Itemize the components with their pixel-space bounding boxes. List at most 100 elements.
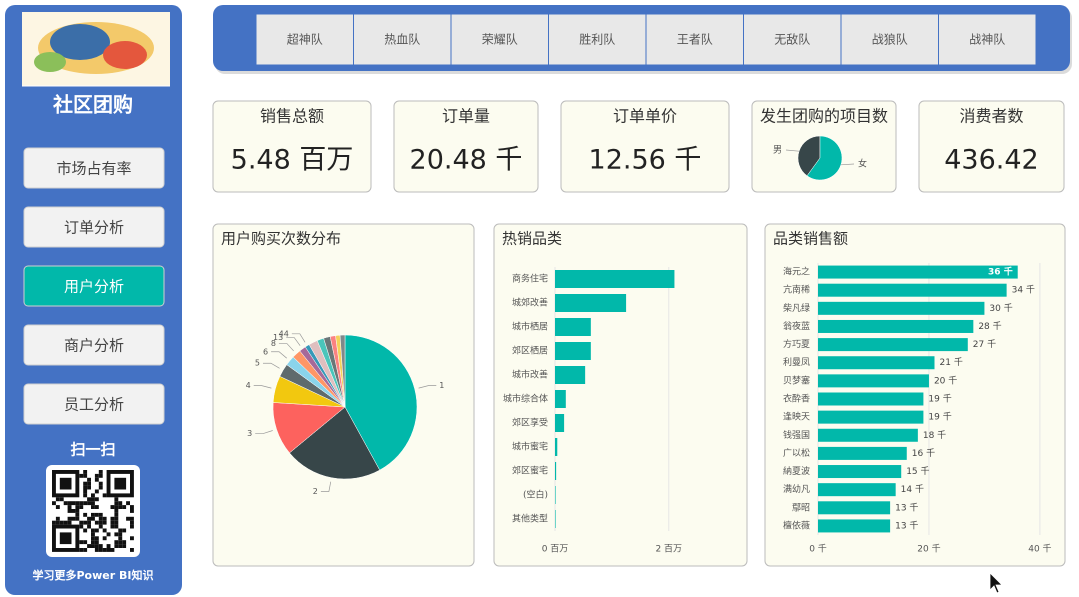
qr-cell (91, 512, 95, 517)
qr-cell (102, 516, 107, 521)
pie-slice (797, 135, 821, 177)
leader-line (320, 481, 332, 492)
data-label: 20 千 (934, 375, 957, 386)
y-tick-label: 方巧夏 (783, 338, 810, 350)
qr-cell (94, 505, 99, 509)
kpi-label: 销售总额 (260, 107, 324, 126)
y-tick-label: 鄢昭 (792, 502, 810, 513)
bar (555, 270, 675, 288)
menu-label: 订单分析 (64, 219, 124, 237)
kpi-value: 5.48 百万 (231, 145, 354, 176)
qr-cell (102, 548, 107, 552)
qr-cell (71, 501, 76, 506)
qr-cell (94, 536, 99, 541)
qr-cell (114, 516, 119, 521)
qr-cell (126, 516, 130, 521)
qr-cell (130, 505, 134, 509)
qr-cell (79, 501, 84, 506)
data-label: 14 千 (901, 484, 924, 495)
chart-title: 用户购买次数分布 (221, 230, 341, 248)
qr-cell (110, 520, 115, 525)
bar (818, 283, 1007, 297)
pie-label: 8 (271, 339, 276, 348)
qr-cell (98, 516, 103, 521)
qr-cell (91, 505, 95, 509)
tab-label: 战狼队 (872, 32, 908, 47)
menu-button[interactable] (23, 383, 165, 425)
y-tick-label: 衣酔香 (783, 393, 810, 405)
qr-cell (130, 548, 134, 552)
kpi-card (393, 100, 539, 193)
qr-cell (79, 540, 84, 545)
tab[interactable] (743, 13, 842, 66)
tab[interactable] (840, 13, 939, 66)
tab[interactable] (255, 13, 354, 66)
qr-cell (55, 505, 60, 509)
data-label: 27 千 (973, 339, 996, 350)
qr-cell (91, 532, 95, 537)
qr-cell (75, 509, 80, 513)
qr-cell (75, 512, 80, 517)
bar (818, 501, 891, 515)
leader-line (262, 362, 280, 369)
qr-cell (91, 516, 95, 521)
qr-cell (67, 501, 72, 506)
qr-cell (71, 516, 76, 521)
qr-cell (79, 520, 84, 525)
data-label: 15 千 (906, 466, 929, 477)
tab[interactable] (938, 13, 1037, 66)
y-tick-label: 商务住宅 (512, 273, 548, 285)
qr-cell (118, 532, 123, 537)
qr-cell (114, 540, 119, 545)
bar (818, 446, 907, 460)
qr-cell (130, 516, 134, 521)
data-label: 30 千 (989, 303, 1012, 314)
bar (555, 438, 558, 456)
qr-cell (94, 548, 99, 552)
menu-button[interactable] (23, 147, 165, 189)
tab[interactable] (450, 13, 549, 66)
leader-line (253, 385, 272, 389)
y-tick-label: 納夏波 (783, 465, 810, 477)
bar (818, 392, 924, 406)
qr-cell (63, 520, 68, 525)
qr-cell (83, 520, 88, 525)
kpi-value: 12.56 千 (589, 145, 702, 176)
qr-cell (130, 509, 134, 513)
qr-cell (75, 505, 80, 509)
qr-cell (91, 528, 95, 533)
y-tick-label: 亢南稀 (783, 284, 810, 296)
qr-cell (110, 524, 115, 529)
kpi-value: 20.48 千 (410, 145, 523, 176)
y-tick-label: 城市蜜宅 (512, 441, 548, 453)
qr-cell (91, 497, 95, 502)
qr-cell (114, 544, 119, 548)
kpi-card (918, 100, 1065, 193)
qr-cell (102, 536, 107, 541)
x-tick-label: 2 百万 (655, 544, 682, 555)
logo (22, 12, 170, 87)
bar (555, 462, 557, 480)
tab[interactable] (548, 13, 647, 66)
qr-cell (52, 520, 56, 525)
pie-label: 3 (247, 429, 252, 438)
menu-button[interactable] (23, 324, 165, 366)
qr-finder (59, 477, 72, 490)
leader-line (291, 333, 306, 343)
bar (555, 390, 566, 408)
qr-cell (122, 505, 127, 509)
bar (555, 510, 556, 528)
qr-cell (75, 516, 80, 521)
tab[interactable] (353, 13, 452, 66)
kpi-card (212, 100, 372, 193)
cursor (989, 572, 1003, 594)
leader-line (278, 343, 294, 352)
qr-cell (83, 493, 88, 498)
qr-cell (114, 509, 119, 513)
menu-button[interactable] (23, 206, 165, 248)
qr-cell (83, 548, 88, 552)
pie-label: 5 (255, 359, 260, 368)
menu-button[interactable] (23, 265, 165, 307)
pie-label: 44 (279, 329, 289, 338)
